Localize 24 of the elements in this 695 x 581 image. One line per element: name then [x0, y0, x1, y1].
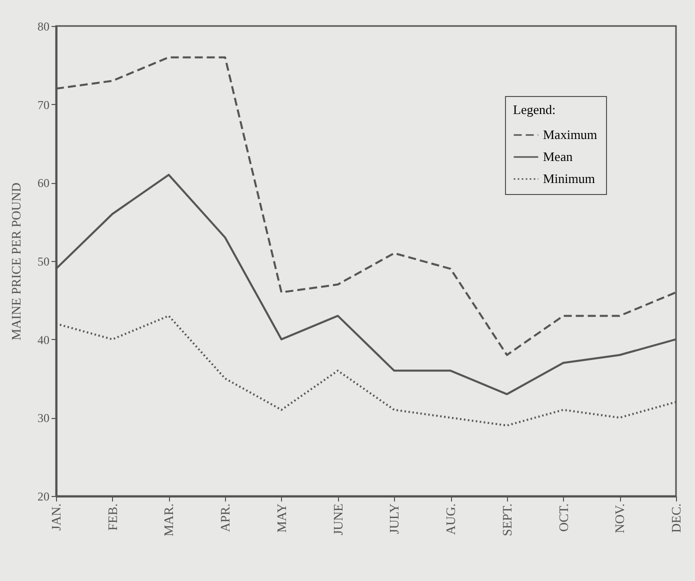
legend-title: Legend:: [513, 102, 556, 117]
y-tick-label: 40: [38, 332, 50, 347]
x-tick-label: OCT.: [556, 504, 571, 532]
y-tick-label: 80: [38, 20, 50, 34]
x-tick-label: MAR.: [161, 504, 176, 536]
x-tick-label: MAY: [274, 502, 289, 533]
y-tick-label: 20: [38, 490, 50, 504]
x-tick-label: DEC.: [668, 504, 684, 533]
x-tick-label: NOV.: [612, 504, 628, 534]
y-tick-label: 50: [38, 254, 50, 268]
legend-label: Minimum: [543, 171, 596, 186]
x-tick-label: JULY: [386, 502, 402, 534]
legend-label: Maximum: [543, 127, 598, 142]
y-axis-title: MAINE PRICE PER POUND: [8, 182, 24, 340]
y-tick-label: 70: [38, 98, 50, 112]
x-tick-label: FEB.: [104, 504, 120, 531]
x-tick-label: JAN.: [48, 504, 64, 531]
x-tick-label: SEPT.: [499, 504, 514, 536]
legend-label: Mean: [543, 149, 574, 164]
x-tick-label: JUNE: [330, 503, 346, 536]
y-tick-label: 60: [38, 176, 50, 190]
x-tick-label: AUG.: [443, 504, 458, 535]
y-tick-label: 30: [38, 411, 50, 426]
x-tick-label: APR.: [218, 504, 233, 532]
